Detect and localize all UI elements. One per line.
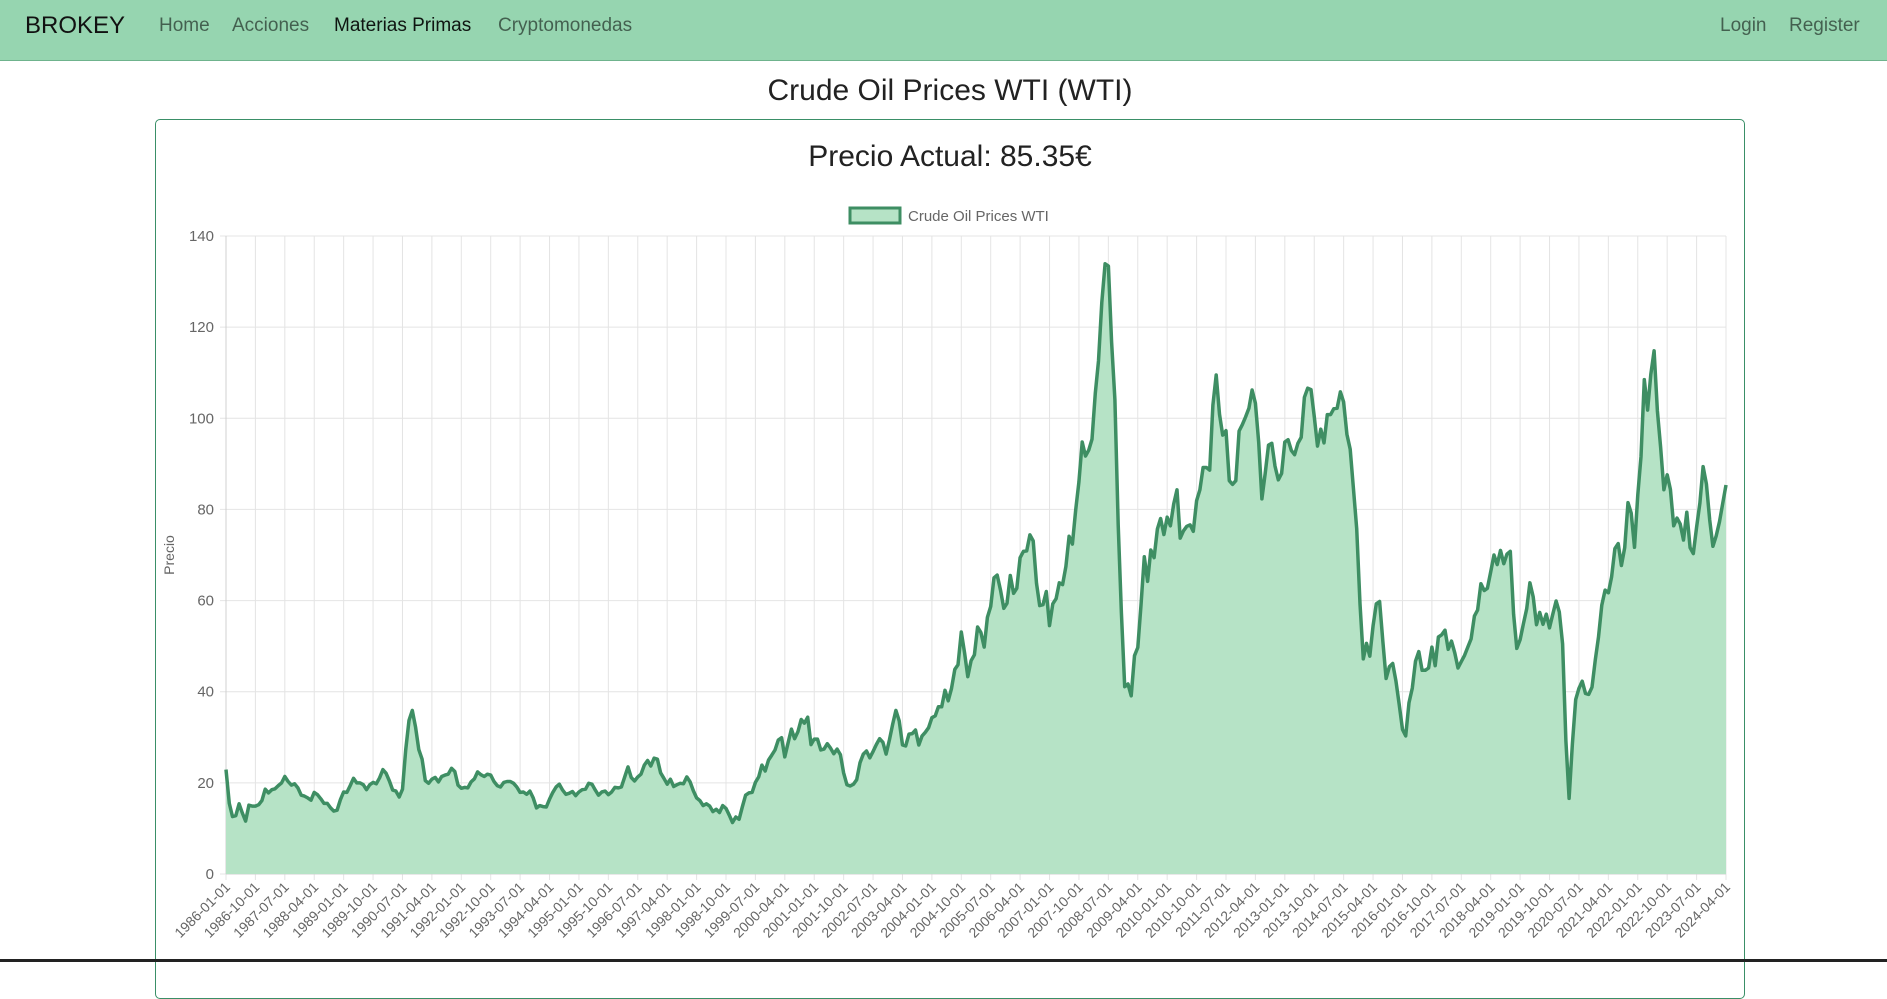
series-line [224, 262, 1728, 825]
nav-link-acciones[interactable]: Acciones [232, 15, 310, 36]
page-title: Crude Oil Prices WTI (WTI) [767, 74, 1133, 107]
y-tick-label: 0 [206, 866, 214, 883]
y-tick-label: 100 [189, 410, 214, 427]
nav-link-register[interactable]: Register [1789, 15, 1860, 36]
bottom-scrollbar[interactable] [0, 959, 1887, 962]
y-tick-label: 140 [189, 228, 214, 245]
brand-logo[interactable]: BROKEY [25, 12, 126, 39]
y-tick-label: 120 [189, 319, 214, 336]
nav-link-materias-primas[interactable]: Materias Primas [334, 15, 472, 36]
nav-link-cryptomonedas[interactable]: Cryptomonedas [498, 15, 633, 36]
price-chart: 0204060801001201401986-01-011986-10-0119… [161, 206, 1733, 941]
y-axis-label: Precio [161, 535, 177, 575]
y-tick-label: 80 [197, 501, 214, 518]
series-area [226, 263, 1726, 874]
nav-link-home[interactable]: Home [159, 15, 210, 36]
y-tick-label: 60 [197, 593, 214, 610]
current-price: Precio Actual: 85.35€ [808, 140, 1092, 173]
y-tick-label: 40 [197, 684, 214, 701]
legend-label: Crude Oil Prices WTI [908, 208, 1049, 225]
y-tick-label: 20 [197, 775, 214, 792]
legend-swatch [848, 206, 902, 225]
nav-link-login[interactable]: Login [1720, 15, 1767, 36]
top-navbar: BROKEY Home Acciones Materias Primas Cry… [0, 0, 1887, 61]
